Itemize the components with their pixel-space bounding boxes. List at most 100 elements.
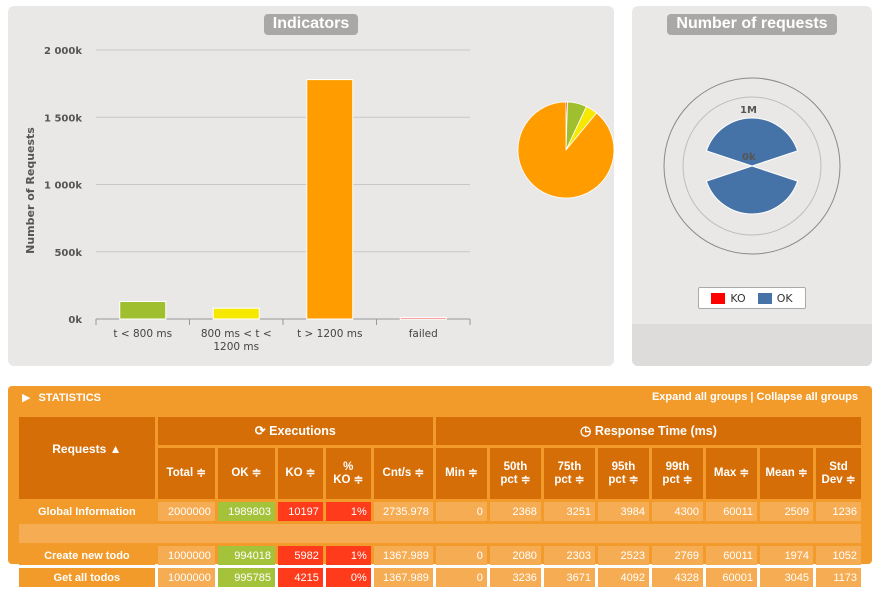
std-header-line2: Dev ≑ <box>821 473 856 486</box>
column-header-pct-ko[interactable]: % KO ≑ <box>325 448 371 499</box>
pct-ko-header-line1: % <box>343 460 354 473</box>
p99-header-line1: 99th <box>665 460 690 473</box>
clock-icon: ◷ <box>580 423 592 439</box>
cell-p95: 3984 <box>597 502 649 521</box>
x-tick-label: t < 800 ms <box>113 328 172 340</box>
statistics-panel: ▶ STATISTICS Expand all groups | Collaps… <box>8 386 872 587</box>
cell-p95: 2523 <box>597 546 649 565</box>
cell-ok: 1989803 <box>217 502 275 521</box>
column-header-std[interactable]: Std Dev ≑ <box>816 448 861 499</box>
cell-cnts: 2735.978 <box>373 502 433 521</box>
cell-total: 1000000 <box>157 546 215 565</box>
std-header-line1: Std <box>829 460 848 473</box>
bar[interactable] <box>212 307 260 320</box>
expand-all-groups-link[interactable]: Expand all groups <box>651 391 748 403</box>
cell-mean: 2509 <box>760 502 814 521</box>
cell-ko: 10197 <box>277 502 323 521</box>
legend-item-ok[interactable]: OK <box>757 291 793 305</box>
cell-p75: 3671 <box>543 568 595 587</box>
row-name[interactable]: Create new todo <box>19 546 155 565</box>
p50-header-line2: pct ≑ <box>500 473 531 486</box>
executions-label: Executions <box>269 424 336 439</box>
mean-header-label: Mean ≑ <box>765 467 808 480</box>
response-time-group-header: ◷ Response Time (ms) <box>435 417 861 446</box>
p95-header-line1: 95th <box>611 460 636 473</box>
ko-header-label: KO ≑ <box>285 467 316 480</box>
legend-swatch-ko <box>711 292 726 304</box>
cell-ko: 5982 <box>277 546 323 565</box>
cell-p50: 2080 <box>489 546 541 565</box>
legend-swatch-ok <box>757 292 772 304</box>
requests-legend[interactable]: KO OK <box>698 287 806 309</box>
pie-slice[interactable] <box>517 101 614 199</box>
bar[interactable] <box>399 317 447 320</box>
row-name[interactable]: Global Information <box>19 502 155 521</box>
x-tick-label: 1200 ms <box>213 341 259 353</box>
cell-p50: 3236 <box>489 568 541 587</box>
indicators-bar-chart: 0k 500k 1 000k 1 500k 2 000k Number of Reques… <box>24 46 614 353</box>
ok-slice-top[interactable] <box>705 117 799 167</box>
bar[interactable] <box>119 301 167 320</box>
cell-p95: 4092 <box>597 568 649 587</box>
indicators-title: Indicators <box>263 14 359 35</box>
legend-item-ko[interactable]: KO <box>711 292 746 305</box>
cell-cnts: 1367.989 <box>373 568 433 587</box>
cell-min: 0 <box>435 502 487 521</box>
cell-ok: 995785 <box>217 568 275 587</box>
legend-label-ok: OK <box>776 291 793 305</box>
requests-header-label: Requests ▲ <box>52 441 122 456</box>
requests-panel-footer <box>632 324 872 366</box>
column-header-p99[interactable]: 99th pct ≑ <box>651 448 703 499</box>
bar[interactable] <box>306 79 354 320</box>
column-header-p75[interactable]: 75th pct ≑ <box>543 448 595 499</box>
collapse-all-groups-link[interactable]: Collapse all groups <box>756 391 858 403</box>
total-header-label: Total ≑ <box>166 467 206 480</box>
column-header-p50[interactable]: 50th pct ≑ <box>489 448 541 499</box>
column-header-min[interactable]: Min ≑ <box>435 448 487 499</box>
pie-label-top: 1M <box>740 105 757 116</box>
column-header-p95[interactable]: 95th pct ≑ <box>597 448 649 499</box>
cell-p75: 3251 <box>543 502 595 521</box>
statistics-table: Requests ▲ ⟳ Executions ◷ Response Time … <box>16 414 864 590</box>
column-header-requests[interactable]: Requests ▲ <box>19 417 155 499</box>
p75-header-line2: pct ≑ <box>554 473 585 486</box>
cell-mean: 1974 <box>760 546 814 565</box>
indicators-panel: Indicators 0k 500k 1 000k 1 500k 2 000k Numbe… <box>8 6 614 366</box>
statistics-title: STATISTICS <box>38 391 102 404</box>
pie-label-center: 0k <box>742 152 756 163</box>
indicators-title-wrap: Indicators <box>8 14 614 35</box>
requests-title: Number of requests <box>667 14 837 35</box>
cell-total: 1000000 <box>157 568 215 587</box>
cell-mean: 3045 <box>760 568 814 587</box>
min-header-label: Min ≑ <box>445 467 478 480</box>
row-separator-cell <box>19 524 861 543</box>
p50-header-line1: 50th <box>503 460 528 473</box>
column-header-max[interactable]: Max ≑ <box>705 448 757 499</box>
requests-panel: Number of requests 1M 0k KO OK <box>632 6 872 366</box>
column-header-ok[interactable]: OK ≑ <box>217 448 275 499</box>
row-name[interactable]: Get all todos <box>19 568 155 587</box>
y-tick-label: 1 500k <box>44 113 82 124</box>
cell-max: 60001 <box>705 568 757 587</box>
pct-ko-header-line2: KO ≑ <box>333 473 364 486</box>
cell-p99: 4328 <box>651 568 703 587</box>
p95-header-line2: pct ≑ <box>608 473 639 486</box>
caret-right-icon[interactable]: ▶ <box>22 392 31 404</box>
cell-p50: 2368 <box>489 502 541 521</box>
statistics-header: ▶ STATISTICS Expand all groups | Collaps… <box>8 386 872 408</box>
table-row: Create new todo 1000000 994018 5982 1% 1… <box>19 546 861 565</box>
column-header-mean[interactable]: Mean ≑ <box>760 448 814 499</box>
inner-ring <box>682 96 822 236</box>
cell-std: 1173 <box>816 568 861 587</box>
x-tick-label: failed <box>409 328 438 340</box>
column-header-total[interactable]: Total ≑ <box>157 448 215 499</box>
ok-slice-bottom[interactable] <box>705 165 799 215</box>
cell-std: 1052 <box>816 546 861 565</box>
table-row: Global Information 2000000 1989803 10197… <box>19 502 861 521</box>
cell-min: 0 <box>435 546 487 565</box>
cell-max: 60011 <box>705 502 757 521</box>
column-header-ko[interactable]: KO ≑ <box>277 448 323 499</box>
statistics-toggle[interactable]: ▶ STATISTICS <box>22 391 102 405</box>
refresh-icon: ⟳ <box>254 423 266 439</box>
column-header-cnts[interactable]: Cnt/s ≑ <box>373 448 433 499</box>
